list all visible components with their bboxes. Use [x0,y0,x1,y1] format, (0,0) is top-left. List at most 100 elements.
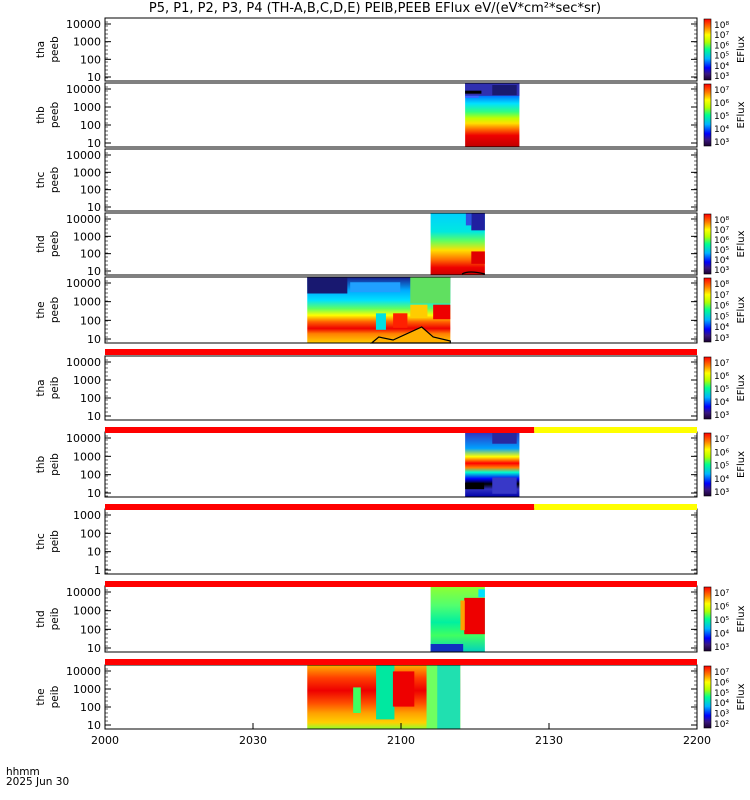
status-bar [105,581,697,587]
y-axis-label-probe: the [35,301,47,318]
y-axis-label-product: peib [49,376,61,399]
status-segment-yellow [534,504,697,510]
x-tick-label: 2100 [387,734,415,747]
y-tick-label: 100 [80,527,101,540]
colorbar-tick-label: 10³ [714,710,729,720]
status-segment-red [105,349,697,355]
y-tick-label: 1000 [73,605,101,618]
y-tick-label: 1000 [73,166,101,179]
colorbar-tick-label: 10³ [714,72,729,82]
y-axis-label-probe: thd [35,610,47,627]
colorbar-tick-label: 10⁷ [714,226,729,236]
status-segment-red [105,504,535,510]
colorbar-label: EFlux [736,374,747,401]
colorbar-tick-label: 10⁷ [714,291,729,301]
y-axis-label-product: peib [49,607,61,630]
colorbar [703,83,712,147]
panel-frame [104,276,698,344]
panel-tha-peib: 10000 1000 100 10 tha peib 10⁷ 10⁶ 10⁵ 10⁴ 10³ EFlu… [35,355,747,423]
y-axis-label-product: peeb [49,36,61,63]
colorbar-tick-label: 10³ [714,488,729,498]
y-tick-label: 100 [80,701,101,714]
colorbar [703,356,712,420]
colorbar-tick-label: 10⁵ [714,385,729,395]
y-tick-label: 1000 [73,101,101,114]
y-tick-label: 1000 [73,509,101,522]
x-tick-label: 2030 [239,734,267,747]
y-tick-label: 100 [80,53,101,66]
panel-thb-peib: 10000 1000 100 10 thb peib 10⁷ 10⁶ 10⁵ 10⁴ 10³ EFlu… [35,431,747,500]
colorbar-tick-label: 10⁷ [714,359,729,369]
y-tick-label: 100 [80,623,101,636]
y-axis-label-probe: tha [35,379,47,396]
colorbar [703,277,712,343]
y-tick-label: 10000 [66,213,101,226]
colorbar-tick-label: 10⁵ [714,52,729,62]
y-tick-label: 10000 [66,277,101,290]
colorbar [703,18,712,81]
colorbar-tick-label: 10⁷ [714,31,729,41]
y-tick-label: 100 [80,248,101,261]
y-tick-label: 10 [87,265,101,278]
panel-frame [104,17,698,82]
colorbar-tick-label: 10⁷ [714,86,729,96]
y-tick-label: 100 [80,119,101,132]
panel-frame [104,355,698,421]
x-tick-label: 2200 [683,734,711,747]
status-bar [105,349,697,355]
status-segment-red [105,659,697,665]
colorbar-label: EFlux [736,451,747,478]
colorbar-tick-label: 10⁴ [714,62,729,72]
colorbar-tick-label: 10³ [714,334,729,344]
y-axis-label-product: peib [49,685,61,708]
x-axis: 2000 2030 2100 2130 2200 [91,723,711,747]
colorbar-tick-label: 10⁶ [714,302,729,312]
y-axis-label-product: peeb [49,297,61,324]
y-tick-label: 1 [94,564,101,577]
colorbar [703,665,712,729]
colorbar-tick-label: 10⁸ [714,216,729,226]
colorbar [703,213,712,275]
time-format-label: hhmm [6,766,40,778]
y-tick-label: 1000 [73,374,101,387]
panel-thd-peib: 10000 1000 100 10 thd peib 10⁷ 10⁶ 10⁵ 10⁴ 10³ EFlu… [35,585,747,655]
y-tick-label: 100 [80,184,101,197]
colorbar [703,586,712,652]
status-bar [105,504,697,510]
colorbar-tick-label: 10⁴ [714,256,729,266]
y-tick-label: 100 [80,392,101,405]
y-axis-label-probe: thc [35,172,47,189]
y-axis-label-probe: the [35,688,47,705]
status-segment-red [105,427,535,433]
status-segment-yellow [534,427,697,433]
y-axis-label-product: peeb [49,102,61,129]
y-tick-label: 10000 [66,18,101,31]
colorbar-tick-label: 10⁶ [714,448,729,458]
colorbar-tick-label: 10⁷ [714,435,729,445]
y-tick-label: 10 [87,71,101,84]
colorbar-tick-label: 10⁴ [714,630,729,640]
panel-frame [104,212,698,276]
y-tick-label: 10000 [66,586,101,599]
y-tick-label: 10 [87,201,101,214]
y-tick-label: 10 [87,719,101,732]
panel-frame [104,585,698,653]
y-tick-label: 1000 [73,450,101,463]
colorbar-label: EFlux [736,683,747,710]
colorbar-tick-label: 10⁶ [714,99,729,109]
y-tick-label: 10000 [66,432,101,445]
y-axis-label-product: peib [49,453,61,476]
colorbar-tick-label: 10⁶ [714,236,729,246]
y-axis-label-probe: tha [35,41,47,58]
colorbar-tick-label: 10⁴ [714,699,729,709]
y-tick-label: 100 [80,469,101,482]
colorbar-tick-label: 10⁸ [714,21,729,31]
panel-frame [104,508,698,575]
x-tick-label: 2000 [91,734,119,747]
y-tick-label: 10 [87,642,101,655]
x-tick-label: 2130 [535,734,563,747]
panel-thb-peeb: 10000 1000 100 10 thb peeb 10⁷ 10⁶ 10⁵ 10⁴ 10³ EFlu… [35,82,747,150]
colorbar-label: EFlux [736,296,747,323]
status-segment-red [105,581,697,587]
